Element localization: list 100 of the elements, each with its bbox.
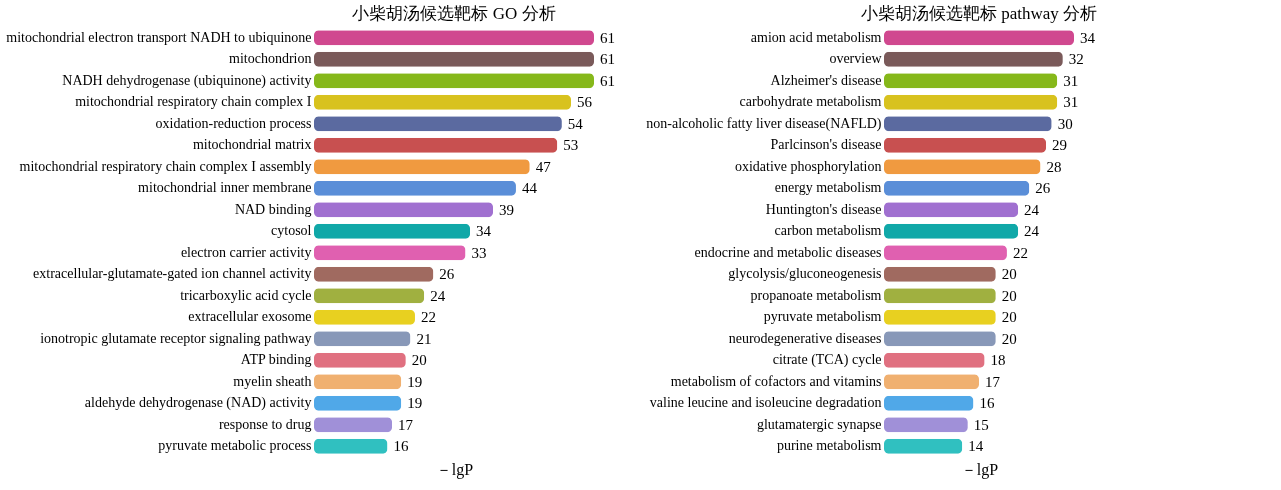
y-tick-label: overview	[829, 51, 883, 67]
y-tick-label: oxidative phosphorylation	[734, 158, 882, 174]
data-label: 15	[973, 416, 989, 433]
data-label: 20	[1001, 330, 1017, 347]
bar	[314, 202, 494, 218]
data-label: 28	[1046, 158, 1062, 175]
y-tick-label: citrate (TCA) cycle	[772, 352, 882, 369]
data-label: 61	[600, 51, 615, 68]
bar	[314, 395, 402, 411]
y-tick-label: ATP binding	[240, 352, 312, 368]
bar	[884, 374, 979, 390]
y-tick-label: glycolysis/gluconeogenesis	[728, 266, 882, 282]
bar	[314, 180, 516, 196]
y-tick-label: ionotropic glutamate receptor signaling pathway	[40, 330, 312, 346]
bar	[884, 159, 1041, 175]
bar	[884, 116, 1052, 132]
y-tick-label: mitochondrial electron transport NADH to ubiquinone	[6, 29, 312, 45]
y-tick-label: valine leucine and isoleucine degradation	[649, 395, 882, 411]
y-tick-label: extracellular-glutamate-gated ion channel activity	[33, 266, 312, 282]
data-label: 29	[1052, 137, 1068, 154]
data-label: 32	[1068, 51, 1084, 68]
bar	[314, 51, 594, 67]
y-tick-label: mitochondrion	[229, 51, 312, 67]
y-tick-label: carbohydrate metabolism	[739, 94, 882, 110]
y-tick-label: cytosol	[271, 223, 312, 239]
data-label: 20	[1001, 287, 1017, 304]
data-label: 20	[411, 352, 427, 369]
bar	[884, 438, 963, 454]
data-label: 61	[600, 72, 615, 89]
bar	[884, 223, 1019, 239]
y-tick-label: non-alcoholic fatty liver disease(NAFLD)	[646, 115, 882, 132]
y-tick-label: Huntington's disease	[765, 201, 882, 217]
data-label: 19	[407, 395, 423, 412]
y-tick-label: pyruvate metabolic process	[158, 438, 312, 454]
data-label: 31	[1063, 94, 1079, 111]
y-tick-label: oxidation-reduction process	[155, 115, 312, 131]
bar	[884, 395, 974, 411]
bar	[314, 116, 562, 132]
y-tick-label: Parlcinson's disease	[770, 137, 882, 153]
y-tick-label: mitochondrial respiratory chain complex I	[75, 94, 312, 110]
data-label: 16	[979, 395, 995, 412]
data-label: 47	[535, 158, 552, 175]
bar	[884, 245, 1007, 261]
bar	[884, 94, 1058, 110]
data-label: 39	[499, 201, 515, 218]
x-axis-title: －lgP	[435, 460, 474, 479]
bar	[314, 94, 572, 110]
data-label: 22	[1012, 244, 1028, 261]
y-tick-label: aldehyde dehydrogenase (NAD) activity	[84, 395, 312, 412]
bar	[884, 266, 996, 282]
bar	[314, 288, 425, 304]
bar	[314, 137, 558, 153]
bar	[314, 223, 471, 239]
bar	[884, 202, 1019, 218]
chart-title: 小柴胡汤候选靶标 pathway 分析	[860, 4, 1098, 23]
data-label: 54	[567, 115, 584, 132]
bar	[314, 352, 406, 368]
y-tick-label: extracellular exosome	[188, 309, 312, 325]
y-tick-label: mitochondrial inner membrane	[138, 180, 312, 196]
bar	[314, 331, 411, 347]
data-label: 33	[471, 244, 487, 261]
bar	[314, 438, 388, 454]
data-label: 31	[1063, 72, 1079, 89]
y-tick-label: myelin sheath	[233, 373, 312, 389]
data-label: 26	[439, 266, 455, 283]
data-label: 61	[600, 29, 615, 46]
data-label: 21	[416, 330, 432, 347]
y-tick-label: response to drug	[218, 416, 312, 432]
data-label: 30	[1057, 115, 1073, 132]
data-label: 16	[393, 438, 409, 455]
data-label: 44	[521, 180, 538, 197]
y-tick-label: endocrine and metabolic diseases	[694, 244, 882, 260]
y-tick-label: carbon metabolism	[774, 223, 882, 239]
data-label: 53	[563, 137, 579, 154]
y-tick-label: glutamatergic synapse	[756, 416, 882, 432]
y-tick-label: NADH dehydrogenase (ubiquinone) activity	[62, 72, 312, 89]
bar	[884, 51, 1063, 67]
y-tick-label: propanoate metabolism	[750, 287, 882, 303]
bar	[884, 352, 985, 368]
bar	[884, 180, 1030, 196]
data-label: 34	[476, 223, 492, 240]
bar	[314, 266, 434, 282]
data-label: 24	[430, 287, 446, 304]
bar	[314, 73, 594, 89]
data-label: 14	[968, 438, 984, 455]
bar	[884, 417, 968, 433]
bar	[314, 309, 415, 325]
data-label: 20	[1001, 309, 1017, 326]
x-axis-title: －lgP	[960, 460, 999, 479]
data-label: 20	[1001, 266, 1017, 283]
bar	[884, 30, 1074, 46]
data-label: 19	[407, 373, 423, 390]
bar	[314, 245, 466, 261]
bar	[314, 374, 402, 390]
bar	[884, 288, 996, 304]
data-label: 17	[398, 416, 414, 433]
bar	[314, 417, 393, 433]
y-tick-label: amion acid metabolism	[750, 29, 882, 45]
y-tick-label: pyruvate metabolism	[763, 309, 882, 325]
data-label: 24	[1024, 223, 1040, 240]
